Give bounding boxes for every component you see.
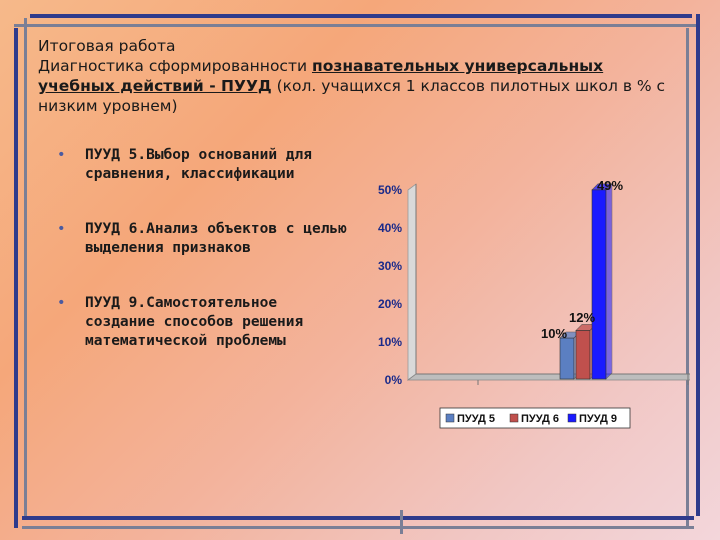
- list-item-text: ПУУД 5.Выбор оснований для сравнения, кл…: [85, 147, 312, 182]
- y-tick-label: 40%: [378, 221, 402, 235]
- frame-left-bar: [14, 28, 18, 528]
- data-label: 10%: [541, 326, 567, 341]
- y-tick-label: 10%: [378, 335, 402, 349]
- bullet-icon: •: [57, 221, 66, 237]
- chart-floor: [406, 373, 690, 381]
- legend-label: ПУУД 5: [457, 413, 495, 425]
- legend-swatch: [509, 413, 519, 423]
- bar-side: [605, 183, 613, 380]
- header-prefix: Диагностика сформированности: [38, 57, 312, 75]
- header-suffix: (кол. учащихся 1 классов пилотных школ в…: [38, 77, 666, 115]
- y-tick-label: 30%: [378, 259, 402, 273]
- list-item: • ПУУД 6.Анализ объектов с целью выделен…: [55, 220, 355, 258]
- data-label: 49%: [597, 178, 623, 193]
- header-highlight: познавательных универсальных учебных дей…: [38, 57, 604, 95]
- chart-side-wall: [407, 183, 417, 381]
- frame-bottom-divider: [400, 510, 403, 534]
- frame-right-bar-inner: [686, 28, 689, 528]
- legend-swatch: [567, 413, 577, 423]
- legend-swatch: [445, 413, 455, 423]
- legend-box: [439, 407, 631, 429]
- frame-bottom-bar: [22, 516, 694, 520]
- slide-title: Итоговая работа: [38, 37, 176, 55]
- legend-label: ПУУД 9: [579, 413, 617, 425]
- bar: [575, 330, 591, 380]
- frame-right-bar: [696, 14, 700, 516]
- list-item-text: ПУУД 6.Анализ объектов с целью выделения…: [85, 221, 347, 256]
- bullet-list: • ПУУД 5.Выбор оснований для сравнения, …: [55, 146, 355, 387]
- frame-top-bar-inner: [14, 24, 698, 27]
- legend-label: ПУУД 6: [521, 413, 559, 425]
- list-item-text: ПУУД 9.Самостоятельное создание способов…: [85, 295, 304, 349]
- data-label: 12%: [569, 310, 595, 325]
- bar: [591, 189, 607, 380]
- frame-bottom-bar-inner: [22, 526, 694, 529]
- frame-left-bar-inner: [24, 18, 27, 518]
- bar-chart: 0%10%20%30%40%50%10%12%49%ПУУД 5 ПУУД 6 ПУ…: [378, 178, 690, 429]
- y-tick-label: 50%: [378, 183, 402, 197]
- bar: [559, 337, 575, 380]
- list-item: • ПУУД 5.Выбор оснований для сравнения, …: [55, 146, 355, 184]
- list-item: • ПУУД 9.Самостоятельное создание способ…: [55, 294, 355, 351]
- y-tick-label: 0%: [385, 373, 403, 387]
- slide-header: Итоговая работа Диагностика сформированн…: [38, 36, 668, 116]
- bullet-icon: •: [57, 147, 66, 163]
- bullet-icon: •: [57, 295, 66, 311]
- y-tick-label: 20%: [378, 297, 402, 311]
- frame-top-bar: [30, 14, 692, 18]
